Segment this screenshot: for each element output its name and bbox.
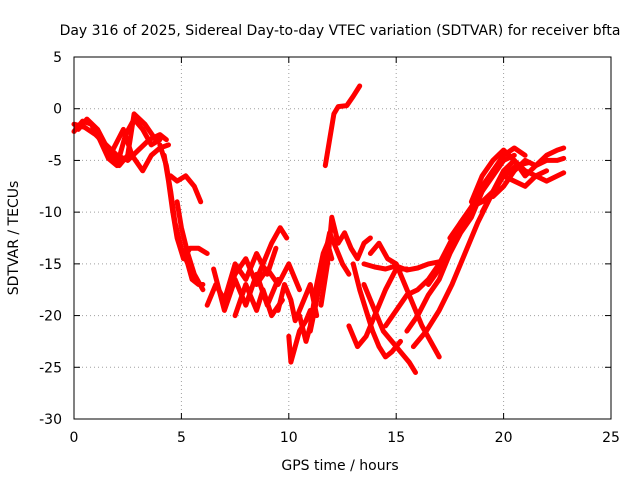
series-trace-sat-t — [350, 261, 403, 360]
x-tick-label: 25 — [602, 430, 620, 446]
x-axis-label: GPS time / hours — [281, 458, 398, 474]
series-trace-sat-c — [75, 111, 159, 169]
series-trace-sat-s — [322, 83, 363, 169]
series-trace-sat-aa — [410, 160, 532, 350]
x-tick-label: 5 — [177, 430, 186, 446]
x-tick-label: 0 — [70, 430, 79, 446]
y-tick-label: -25 — [39, 360, 62, 376]
y-axis-label: SDTVAR / TECUs — [6, 181, 22, 296]
series-trace-sat-ab — [425, 145, 528, 287]
axis-ticks: 0 5 10 15 20 25 -30 -25 -20 -15 -10 -5 0 5 — [39, 50, 620, 446]
x-tick-label: 20 — [495, 430, 513, 446]
series-trace-sat-f — [161, 152, 210, 262]
series-trace-sat-n — [275, 282, 320, 324]
y-tick-label: -5 — [48, 153, 62, 169]
plot-frame — [73, 56, 612, 420]
y-tick-label: -15 — [39, 257, 62, 273]
series-trace-sat-w — [361, 259, 442, 273]
series-trace-sat-x — [367, 240, 442, 360]
series-trace-sat-g — [168, 173, 204, 205]
y-tick-label: 0 — [53, 102, 62, 118]
y-tick-label: -20 — [39, 309, 62, 325]
y-tick-label: -10 — [39, 205, 62, 221]
series-trace-sat-ad — [468, 147, 567, 205]
x-tick-label: 15 — [387, 430, 405, 446]
series-trace-sat-o — [286, 307, 313, 365]
series-trace-sat-af — [490, 145, 567, 200]
series-trace-sat-u — [361, 282, 418, 375]
series-trace-sat-m — [254, 225, 290, 282]
data-series — [71, 83, 567, 375]
series-trace-sat-ae — [479, 170, 567, 215]
series-trace-sat-l — [232, 282, 285, 319]
y-tick-label: 5 — [53, 50, 62, 66]
series-trace-sat-k — [221, 256, 302, 303]
x-tick-label: 10 — [280, 430, 298, 446]
series-trace-sat-r — [318, 214, 373, 308]
y-tick-label: -30 — [39, 412, 62, 428]
series-trace-sat-h — [174, 199, 206, 293]
chart-title: Day 316 of 2025, Sidereal Day-to-day VTE… — [60, 23, 621, 39]
